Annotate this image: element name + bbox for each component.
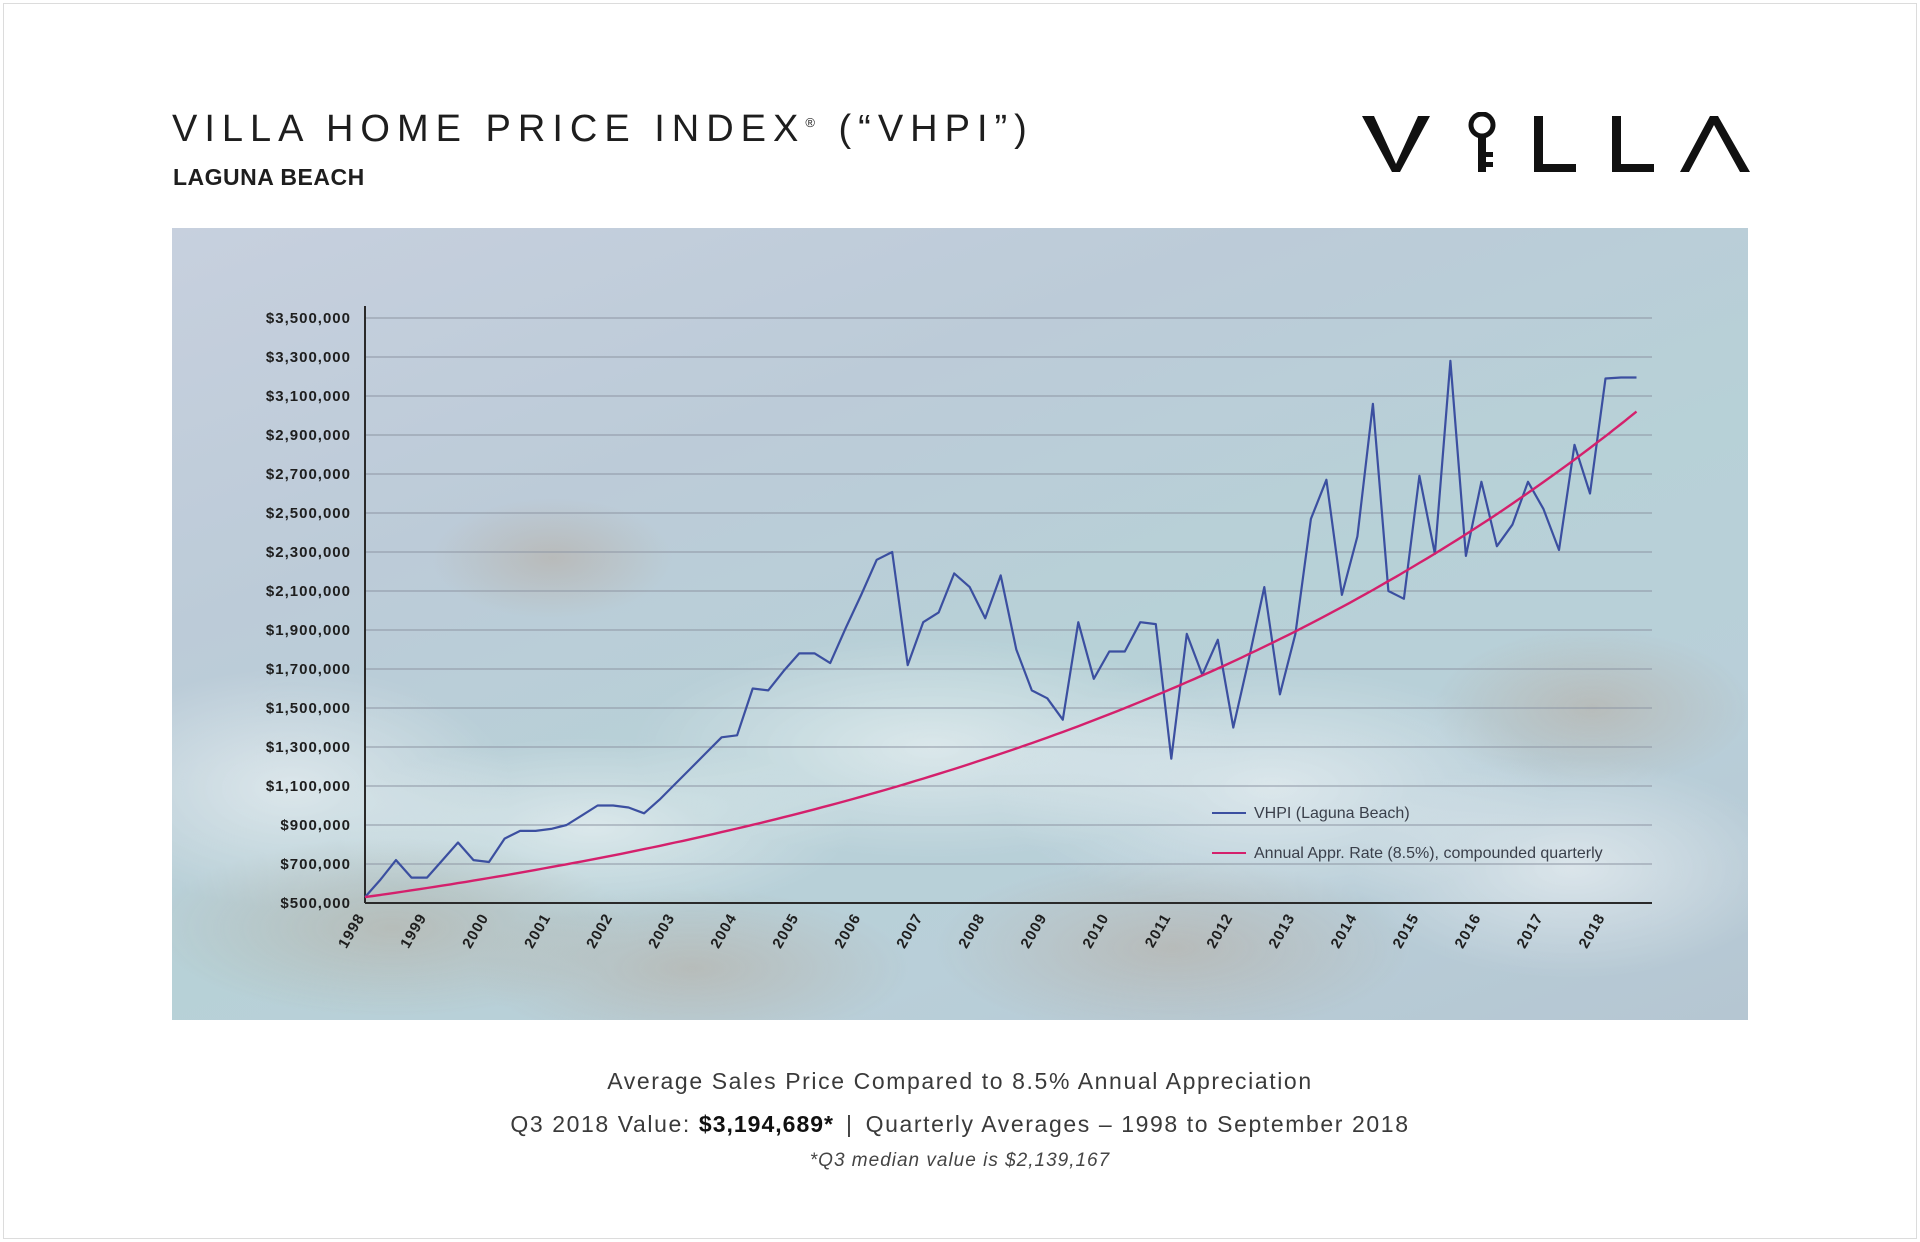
logo-letter-l2 xyxy=(1612,116,1654,172)
y-tick-labels: $500,000 $700,000 $900,000 $1,100,000 $1,300… xyxy=(266,310,351,912)
logo-key-icon xyxy=(1468,112,1496,172)
axes xyxy=(364,306,1652,904)
y-tick-label: $1,900,000 xyxy=(266,622,351,639)
chart-plot: $500,000 $700,000 $900,000 $1,100,000 $1,300… xyxy=(172,306,1748,1020)
caption-description: Average Sales Price Compared to 8.5% Ann… xyxy=(607,1068,1313,1094)
y-tick-label: $900,000 xyxy=(280,817,351,834)
chart-panel: $500,000 $700,000 $900,000 $1,100,000 $1,300… xyxy=(172,228,1748,1020)
y-tick-label: $700,000 xyxy=(280,856,351,873)
caption-range: Quarterly Averages – 1998 to September 2… xyxy=(865,1111,1410,1137)
grid-lines xyxy=(365,317,1652,865)
y-tick-label: $1,300,000 xyxy=(266,739,351,756)
series-line-vhpi xyxy=(364,359,1637,898)
registered-mark: ® xyxy=(805,115,815,131)
y-tick-label: $2,500,000 xyxy=(266,505,351,522)
chart-subtitle: LAGUNA BEACH xyxy=(173,164,365,190)
y-tick-label: $1,100,000 xyxy=(266,778,351,795)
caption-note: *Q3 median value is $2,139,167 xyxy=(809,1150,1111,1171)
caption-value-line: Q3 2018 Value: $3,194,689* | Quarterly Ave… xyxy=(0,1111,1920,1138)
legend: VHPI (Laguna Beach) Annual Appr. Rate (8.… xyxy=(1212,805,1603,862)
y-tick-label: $3,300,000 xyxy=(266,349,351,366)
legend-label: Annual Appr. Rate (8.5%), compounded qua… xyxy=(1254,845,1603,862)
y-tick-label: $2,300,000 xyxy=(266,544,351,561)
title-text: VILLA HOME PRICE INDEX xyxy=(172,108,806,150)
series-line-appreciation xyxy=(364,410,1638,899)
chart-title: VILLA HOME PRICE INDEX® (“VHPI”) xyxy=(172,108,1034,151)
y-tick-label: $1,700,000 xyxy=(266,661,351,678)
y-tick-label: $1,500,000 xyxy=(266,700,351,717)
y-tick-label: $2,100,000 xyxy=(266,583,351,600)
legend-item: VHPI (Laguna Beach) xyxy=(1212,805,1410,822)
caption-separator: | xyxy=(846,1111,854,1137)
legend-label: VHPI (Laguna Beach) xyxy=(1254,805,1410,822)
y-tick-label: $3,500,000 xyxy=(266,310,351,327)
y-tick-label: $500,000 xyxy=(280,895,351,912)
logo-letter-l1 xyxy=(1534,116,1576,172)
ocean-texture xyxy=(172,498,1748,1020)
caption-value: $3,194,689* xyxy=(698,1111,834,1137)
title-suffix: (“VHPI”) xyxy=(838,108,1034,150)
logo-letter-a xyxy=(1680,116,1750,172)
y-tick-label: $3,100,000 xyxy=(266,388,351,405)
y-tick-label: $2,900,000 xyxy=(266,427,351,444)
logo-letter-v xyxy=(1362,116,1430,172)
x-tick-label: 2007 xyxy=(893,911,926,952)
legend-item: Annual Appr. Rate (8.5%), compounded qua… xyxy=(1212,845,1603,862)
caption-value-label: Q3 2018 Value: xyxy=(510,1111,691,1137)
y-tick-label: $2,700,000 xyxy=(266,466,351,483)
villa-logo xyxy=(1362,112,1750,172)
chart-caption: Average Sales Price Compared to 8.5% Ann… xyxy=(0,1068,1920,1172)
series-lines xyxy=(364,359,1638,899)
